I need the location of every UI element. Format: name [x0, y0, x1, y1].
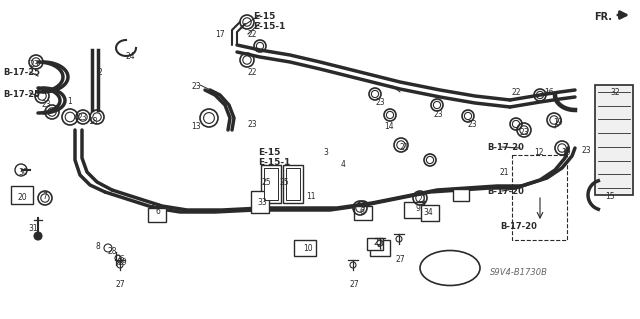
Text: 27: 27 — [115, 280, 125, 289]
Text: 22: 22 — [247, 30, 257, 39]
Text: 10: 10 — [303, 244, 312, 253]
Text: B-17-20: B-17-20 — [500, 222, 537, 231]
Text: E-15-1: E-15-1 — [258, 158, 291, 167]
Text: E-15: E-15 — [253, 12, 275, 21]
Text: 30: 30 — [18, 168, 28, 177]
Text: B-17-20: B-17-20 — [487, 187, 524, 196]
Bar — [367, 238, 383, 250]
Bar — [286, 168, 300, 200]
Circle shape — [34, 232, 42, 240]
Text: 17: 17 — [215, 30, 225, 39]
Text: 23: 23 — [434, 110, 444, 119]
Text: 12: 12 — [534, 148, 543, 157]
Text: B-17-25: B-17-25 — [3, 68, 40, 77]
Text: 13: 13 — [191, 122, 200, 131]
Text: B-17-25: B-17-25 — [3, 90, 40, 99]
Text: 32: 32 — [610, 88, 620, 97]
Text: S9V4-B1730B: S9V4-B1730B — [490, 268, 548, 277]
Bar — [595, 85, 633, 195]
Text: 8: 8 — [96, 242, 100, 251]
Text: 6: 6 — [359, 207, 364, 216]
Text: B-17-20: B-17-20 — [487, 143, 524, 152]
Text: 18: 18 — [88, 117, 97, 126]
Text: 21: 21 — [399, 143, 408, 152]
Text: 11: 11 — [306, 192, 316, 201]
Text: 23: 23 — [581, 146, 591, 155]
Bar — [148, 208, 166, 222]
Text: 34: 34 — [423, 208, 433, 217]
Bar — [11, 186, 33, 204]
Text: 25: 25 — [280, 178, 290, 187]
Text: 23: 23 — [77, 113, 86, 122]
Text: 1: 1 — [67, 97, 72, 106]
Text: 29: 29 — [118, 258, 127, 267]
Text: 16: 16 — [544, 88, 554, 97]
Text: 23: 23 — [41, 100, 51, 109]
Bar — [261, 165, 281, 203]
Bar — [283, 165, 303, 203]
Text: 22: 22 — [511, 88, 520, 97]
Text: E-15: E-15 — [258, 148, 280, 157]
Bar — [354, 206, 372, 220]
Text: 23: 23 — [30, 60, 40, 69]
Text: 25: 25 — [261, 178, 271, 187]
Text: 3: 3 — [323, 148, 328, 157]
Bar — [294, 240, 316, 256]
Text: E-15-1: E-15-1 — [253, 22, 285, 31]
Ellipse shape — [420, 250, 480, 286]
Text: 19: 19 — [561, 148, 571, 157]
Text: 4: 4 — [341, 160, 346, 169]
Text: 6: 6 — [155, 207, 160, 216]
Bar — [453, 189, 469, 201]
Text: 27: 27 — [396, 255, 406, 264]
Text: 14: 14 — [384, 122, 394, 131]
Text: 24: 24 — [126, 52, 136, 61]
Text: 23: 23 — [247, 120, 257, 129]
Text: 7: 7 — [42, 192, 47, 201]
Text: 27: 27 — [349, 280, 358, 289]
Text: 22: 22 — [247, 68, 257, 77]
Bar — [404, 202, 424, 218]
Text: 20: 20 — [18, 193, 28, 202]
Text: 23: 23 — [468, 120, 477, 129]
Bar — [512, 155, 567, 240]
Text: 26: 26 — [116, 255, 125, 264]
Bar — [370, 240, 390, 256]
Text: 5: 5 — [376, 244, 381, 253]
Text: 19: 19 — [553, 118, 563, 127]
Text: 31: 31 — [28, 224, 38, 233]
Text: 23: 23 — [192, 82, 202, 91]
Text: FR.: FR. — [594, 12, 612, 22]
Bar — [251, 191, 269, 213]
Text: 21: 21 — [417, 195, 426, 204]
Text: 33: 33 — [257, 198, 267, 207]
Text: 21: 21 — [499, 168, 509, 177]
Text: 9: 9 — [416, 204, 421, 213]
Text: 15: 15 — [605, 192, 614, 201]
Text: 23: 23 — [375, 98, 385, 107]
Text: 2: 2 — [98, 68, 103, 77]
Bar — [264, 168, 278, 200]
Text: 23: 23 — [519, 128, 529, 137]
Bar — [421, 205, 439, 221]
Text: 25: 25 — [374, 238, 383, 247]
Text: 28: 28 — [108, 247, 118, 256]
